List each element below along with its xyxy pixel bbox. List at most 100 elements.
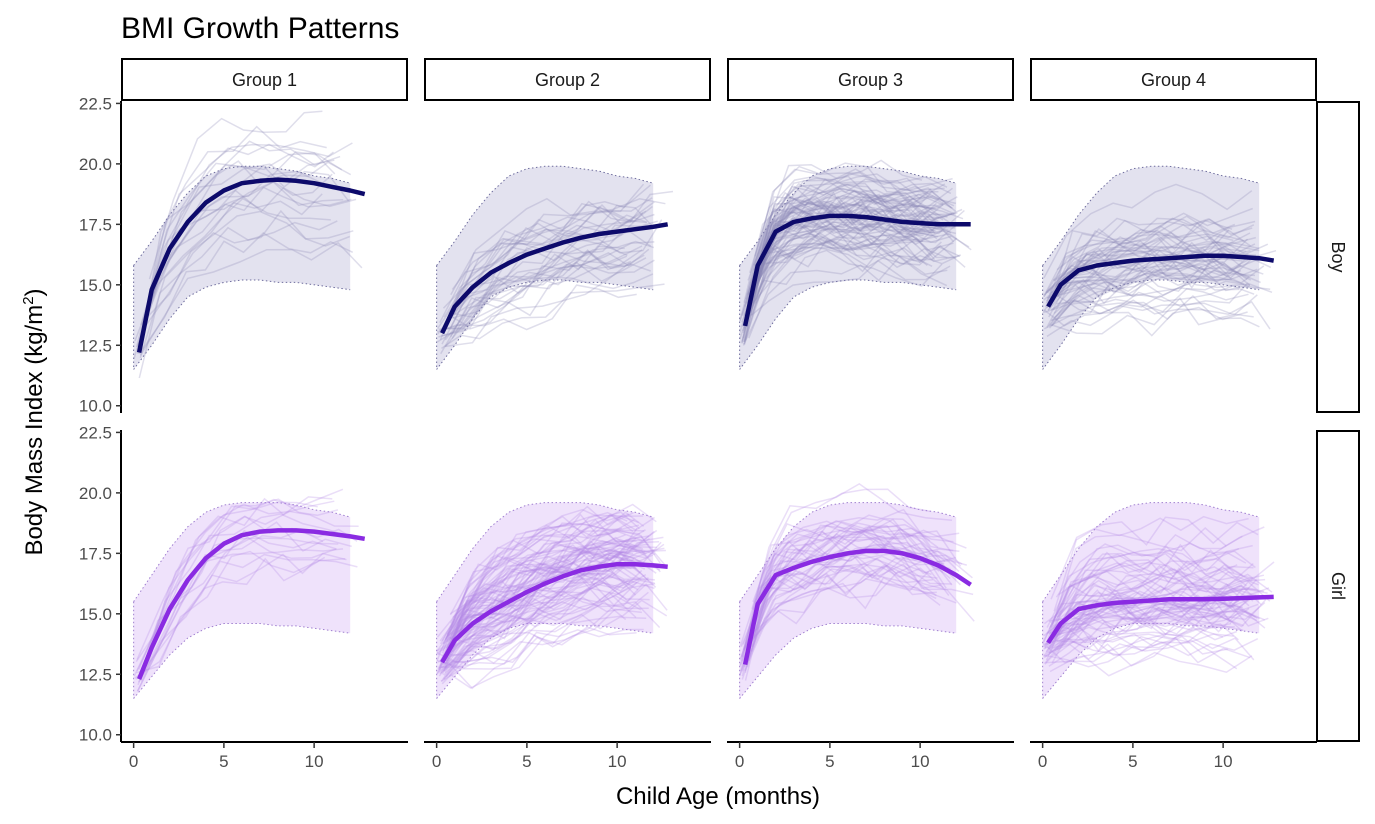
y-tick-label: 17.5: [79, 544, 112, 563]
x-tick-label: 10: [608, 752, 627, 771]
individual-line: [138, 488, 344, 670]
facet-strips: Group 1 Group 2 Group 3 Group 4 Boy Girl: [121, 58, 1360, 742]
individual-line: [1055, 220, 1256, 288]
confidence-band: [739, 166, 957, 370]
y-tick-label: 12.5: [79, 336, 112, 355]
individual-line: [743, 534, 958, 650]
individual-line: [1050, 516, 1259, 600]
individual-line: [446, 626, 637, 664]
individual-line: [1054, 257, 1254, 318]
individual-line: [443, 601, 627, 669]
strip-label: Girl: [1328, 572, 1348, 600]
individual-line: [1051, 583, 1236, 648]
individual-line: [747, 219, 936, 302]
individual-line: [1052, 235, 1256, 303]
individual-line: [742, 519, 967, 651]
individual-line: [452, 245, 625, 319]
individual-line: [1046, 248, 1249, 299]
individual-line: [446, 513, 634, 638]
individual-line: [1047, 602, 1269, 656]
individual-line: [451, 201, 655, 290]
individual-line: [744, 549, 938, 681]
individual-line: [1051, 297, 1260, 335]
panel-boy-group-3: [739, 159, 972, 370]
individual-line: [140, 140, 341, 326]
individual-line: [743, 531, 948, 651]
individual-line: [744, 177, 952, 317]
x-tick-label: 5: [522, 752, 531, 771]
x-axis-title: Child Age (months): [616, 783, 820, 810]
y-tick-label: 22.5: [79, 423, 112, 442]
individual-line: [443, 563, 657, 676]
individual-line: [442, 529, 661, 645]
individual-line: [140, 552, 347, 682]
strip-group-4: Group 4: [1030, 58, 1317, 101]
individual-line: [443, 205, 647, 318]
y-axis-title-main: Body Mass Index (kg/m: [21, 305, 48, 556]
individual-line: [436, 544, 634, 662]
individual-line: [749, 184, 944, 302]
individual-line: [450, 529, 641, 624]
individual-line: [739, 227, 954, 340]
individual-line: [1048, 596, 1244, 654]
individual-line: [445, 543, 649, 662]
strip-boy: Boy: [1316, 101, 1360, 413]
individual-line: [743, 223, 924, 342]
mean-trend-line: [440, 222, 669, 335]
individual-line: [1052, 240, 1257, 281]
individual-line: [138, 220, 338, 379]
individual-line: [437, 518, 635, 656]
individual-line: [750, 259, 951, 317]
individual-line: [441, 259, 655, 337]
individual-line: [139, 513, 349, 677]
individual-line: [1048, 217, 1230, 298]
individual-line: [437, 253, 632, 343]
individual-line: [1053, 267, 1240, 314]
individual-line: [133, 496, 333, 677]
confidence-band: [133, 166, 351, 370]
individual-line: [450, 183, 645, 296]
individual-line: [741, 237, 961, 323]
individual-line: [446, 537, 637, 641]
individual-line: [1047, 604, 1258, 646]
individual-line: [1048, 252, 1255, 318]
individual-line: [1043, 566, 1247, 637]
individual-line: [1042, 627, 1224, 650]
individual-line: [739, 524, 967, 646]
individual-line: [749, 196, 951, 305]
strip-box: [424, 58, 711, 101]
individual-line: [739, 568, 933, 659]
individual-line: [1051, 250, 1252, 299]
strip-label: Group 1: [232, 70, 297, 90]
individual-line: [1057, 282, 1273, 315]
individual-line: [448, 628, 644, 690]
individual-line: [751, 191, 929, 283]
individual-trajectories: [133, 110, 363, 379]
individual-line: [746, 195, 955, 304]
band-upper-edge: [436, 502, 654, 602]
band-lower-edge: [436, 623, 654, 699]
individual-line: [750, 185, 940, 295]
individual-line: [437, 596, 649, 673]
mean-trend-line: [137, 528, 366, 680]
individual-line: [1049, 285, 1255, 326]
individual-line: [438, 561, 629, 671]
individual-line: [137, 197, 331, 346]
confidence-band: [133, 502, 351, 699]
individual-line: [742, 185, 952, 327]
individual-line: [139, 193, 323, 358]
individual-line: [749, 242, 948, 312]
x-axis-group-2: 0 5 10: [424, 741, 711, 771]
band-lower-edge: [739, 279, 957, 370]
individual-line: [746, 193, 944, 304]
individual-line: [1053, 570, 1268, 640]
individual-line: [147, 164, 350, 314]
individual-line: [144, 170, 348, 316]
facet-panels: [133, 110, 1277, 699]
individual-line: [1048, 232, 1235, 295]
individual-line: [1042, 572, 1235, 643]
strip-label: Boy: [1328, 241, 1348, 272]
individual-line: [1043, 183, 1253, 279]
individual-line: [752, 208, 952, 294]
